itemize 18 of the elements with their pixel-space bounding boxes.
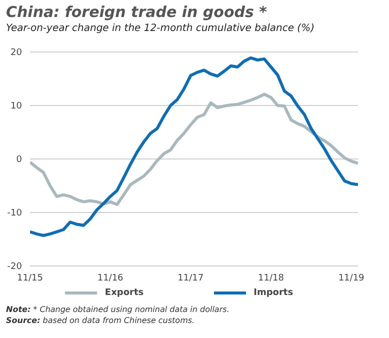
y-tick-label: 20	[10, 48, 22, 58]
line-series	[30, 92, 358, 206]
legend-label: Exports	[104, 288, 144, 298]
line-series	[30, 56, 358, 238]
y-tick-label: -10	[7, 208, 22, 219]
chart-title: China: foreign trade in goods *	[6, 3, 267, 21]
legend-label: Imports	[252, 288, 294, 298]
x-tick-label: 11/19	[338, 273, 365, 284]
chart-subtitle: Year-on-year change in the 12-month cumulative balance (%)	[6, 23, 314, 34]
x-tick-label: 11/16	[97, 273, 124, 284]
y-tick-label: 0	[16, 155, 22, 166]
x-tick-label: 11/17	[178, 273, 204, 284]
source-note: Source: based on data from Chinese customs.	[6, 315, 196, 326]
y-tick-label: -20	[7, 262, 22, 272]
text: Note: * Change obtained using nominal data in dollars.	[6, 304, 230, 315]
x-tick-label: 11/18	[258, 273, 284, 284]
x-tick-label: 11/15	[17, 273, 43, 284]
y-tick-label: 10	[10, 102, 22, 112]
